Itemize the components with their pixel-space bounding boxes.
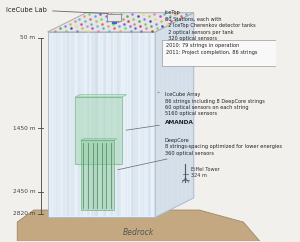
FancyBboxPatch shape bbox=[81, 140, 114, 210]
Text: IceCube Array
86 strings including 8 DeepCore strings
60 optical sensors on each: IceCube Array 86 strings including 8 Dee… bbox=[158, 92, 265, 116]
Polygon shape bbox=[17, 210, 260, 241]
Text: DeepCore
8 strings-spacing optimized for lower energies
360 optical sensors: DeepCore 8 strings-spacing optimized for… bbox=[118, 138, 282, 170]
Text: Bedrock: Bedrock bbox=[123, 228, 154, 237]
Text: 2450 m: 2450 m bbox=[13, 189, 35, 195]
Polygon shape bbox=[75, 95, 127, 97]
Text: 1450 m: 1450 m bbox=[13, 126, 35, 131]
Text: IceCube Lab: IceCube Lab bbox=[6, 7, 109, 14]
Polygon shape bbox=[155, 13, 194, 217]
Text: 50 m: 50 m bbox=[20, 36, 35, 40]
Text: Eiffel Tower
324 m: Eiffel Tower 324 m bbox=[191, 167, 220, 178]
FancyBboxPatch shape bbox=[162, 40, 277, 66]
Text: 2010: 79 strings in operation
2011: Project completion, 86 strings: 2010: 79 strings in operation 2011: Proj… bbox=[166, 43, 257, 55]
Polygon shape bbox=[81, 139, 117, 140]
Text: AMANDA: AMANDA bbox=[126, 120, 194, 130]
Text: IceTop
80 Stations, each with
  2 IceTop Cherenkov detector tanks
  2 optical se: IceTop 80 Stations, each with 2 IceTop C… bbox=[165, 10, 255, 41]
Polygon shape bbox=[48, 13, 194, 32]
FancyBboxPatch shape bbox=[75, 97, 122, 164]
Text: 2820 m: 2820 m bbox=[13, 211, 35, 216]
Polygon shape bbox=[48, 32, 155, 217]
Bar bbox=[107, 14, 121, 21]
